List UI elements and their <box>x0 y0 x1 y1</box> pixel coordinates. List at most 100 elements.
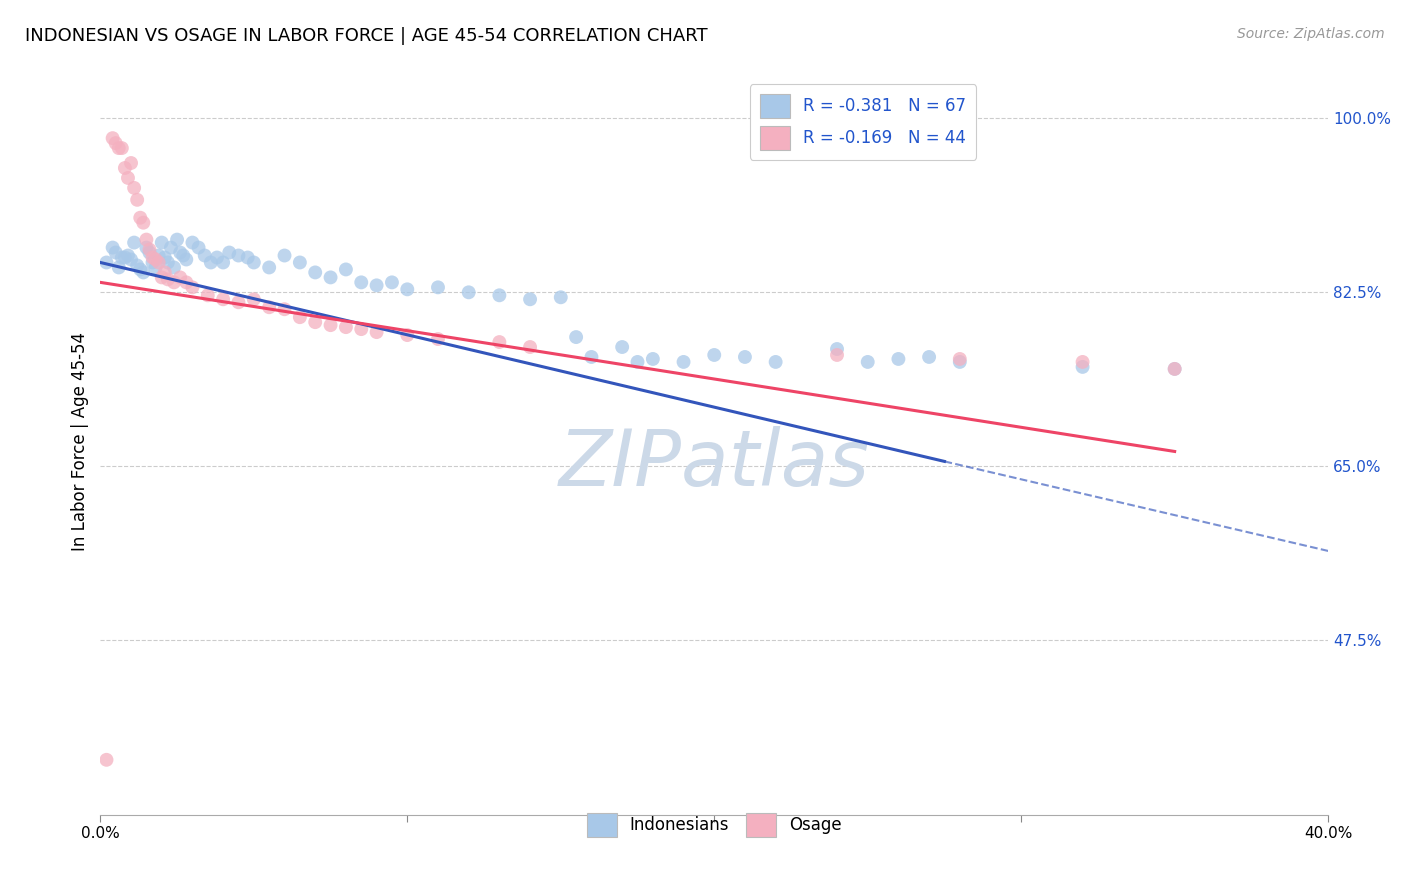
Point <box>228 295 250 310</box>
Point <box>117 170 139 185</box>
Point <box>111 141 134 155</box>
Point <box>122 181 145 195</box>
Point <box>200 255 222 269</box>
Point <box>187 241 209 255</box>
Point <box>427 332 450 346</box>
Point <box>163 276 186 290</box>
Point <box>181 235 204 250</box>
Point <box>825 342 848 356</box>
Point <box>117 248 139 262</box>
Y-axis label: In Labor Force | Age 45-54: In Labor Force | Age 45-54 <box>72 332 89 551</box>
Point <box>703 348 725 362</box>
Point <box>107 141 129 155</box>
Point <box>335 262 357 277</box>
Point <box>641 351 664 366</box>
Point <box>550 290 572 304</box>
Point <box>212 293 235 307</box>
Point <box>887 351 910 366</box>
Point <box>169 270 191 285</box>
Point <box>519 293 541 307</box>
Point <box>163 260 186 275</box>
Point <box>257 300 280 314</box>
Point <box>114 251 136 265</box>
Point <box>166 233 188 247</box>
Point <box>304 315 326 329</box>
Point <box>396 282 419 296</box>
Point <box>350 276 373 290</box>
Point <box>156 255 179 269</box>
Point <box>581 350 603 364</box>
Point <box>129 262 152 277</box>
Point <box>114 161 136 175</box>
Point <box>319 318 342 333</box>
Point <box>856 355 879 369</box>
Point <box>104 136 127 150</box>
Point <box>127 259 149 273</box>
Point <box>120 252 142 267</box>
Point <box>236 251 259 265</box>
Point <box>104 245 127 260</box>
Point <box>96 753 118 767</box>
Point <box>181 280 204 294</box>
Point <box>135 233 157 247</box>
Point <box>205 251 228 265</box>
Point <box>150 235 173 250</box>
Point <box>273 248 295 262</box>
Point <box>141 255 163 269</box>
Point <box>129 211 152 225</box>
Point <box>150 270 173 285</box>
Point <box>145 252 167 267</box>
Point <box>257 260 280 275</box>
Point <box>288 255 311 269</box>
Point <box>138 245 160 260</box>
Point <box>1163 362 1185 376</box>
Text: INDONESIAN VS OSAGE IN LABOR FORCE | AGE 45-54 CORRELATION CHART: INDONESIAN VS OSAGE IN LABOR FORCE | AGE… <box>25 27 709 45</box>
Point <box>366 278 388 293</box>
Point <box>148 255 170 269</box>
Point <box>212 255 235 269</box>
Point <box>145 260 167 275</box>
Point <box>565 330 588 344</box>
Point <box>172 248 194 262</box>
Point <box>612 340 634 354</box>
Point <box>107 260 129 275</box>
Point <box>626 355 648 369</box>
Point <box>825 348 848 362</box>
Point <box>734 350 756 364</box>
Point <box>949 355 972 369</box>
Point <box>127 193 149 207</box>
Point <box>120 156 142 170</box>
Point <box>176 252 198 267</box>
Point <box>335 320 357 334</box>
Point <box>1071 359 1094 374</box>
Point <box>457 285 479 300</box>
Point <box>304 265 326 279</box>
Point <box>101 241 124 255</box>
Point <box>918 350 941 364</box>
Point <box>218 245 240 260</box>
Point <box>153 251 176 265</box>
Point <box>381 276 404 290</box>
Point <box>122 235 145 250</box>
Text: Source: ZipAtlas.com: Source: ZipAtlas.com <box>1237 27 1385 41</box>
Point <box>427 280 450 294</box>
Point <box>169 245 191 260</box>
Point <box>228 248 250 262</box>
Point <box>1071 355 1094 369</box>
Point <box>396 328 419 343</box>
Point <box>288 310 311 325</box>
Point <box>319 270 342 285</box>
Point <box>176 276 198 290</box>
Point <box>132 216 155 230</box>
Point <box>96 255 118 269</box>
Point <box>488 288 510 302</box>
Point <box>197 288 219 302</box>
Point <box>148 248 170 262</box>
Point <box>141 251 163 265</box>
Point <box>243 255 266 269</box>
Point <box>194 248 217 262</box>
Point <box>243 293 266 307</box>
Point <box>135 241 157 255</box>
Point <box>153 265 176 279</box>
Point <box>765 355 787 369</box>
